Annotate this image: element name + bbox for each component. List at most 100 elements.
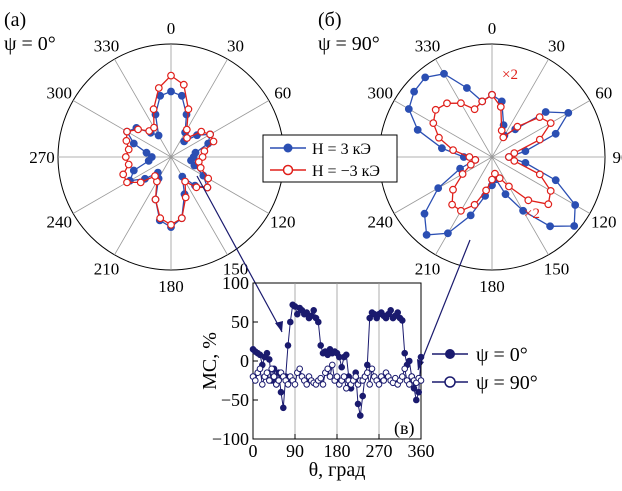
mc-point-0 bbox=[295, 311, 301, 317]
mc-point-1 bbox=[330, 362, 336, 368]
polar-point-a-1 bbox=[123, 138, 130, 145]
panel-a-label: (a) bbox=[4, 9, 26, 31]
mc-point-1 bbox=[369, 366, 375, 372]
polar-point-b-1 bbox=[471, 202, 478, 209]
mult-bottom-annotation: ×2 bbox=[524, 206, 540, 222]
mc-ytick-label: 100 bbox=[222, 273, 249, 293]
mc-point-0 bbox=[360, 393, 366, 399]
polar-point-b-1 bbox=[471, 106, 478, 113]
mc-point-0 bbox=[316, 319, 322, 325]
polar-point-b-0 bbox=[571, 223, 578, 230]
mc-legend-marker-psi90 bbox=[445, 377, 455, 387]
mc-point-0 bbox=[365, 362, 371, 368]
polar-point-b-1 bbox=[430, 120, 437, 127]
mc-point-1 bbox=[285, 382, 291, 388]
polar-point-a-0 bbox=[131, 167, 138, 174]
polar-point-a-1 bbox=[184, 135, 191, 142]
polar-point-b-0 bbox=[542, 109, 549, 116]
mc-point-1 bbox=[297, 366, 303, 372]
polar-point-b-1 bbox=[432, 107, 439, 114]
polar-point-a-1 bbox=[152, 173, 159, 180]
mc-point-0 bbox=[267, 357, 273, 363]
legend-marker-h-pos bbox=[284, 144, 293, 153]
connector-arrow-a bbox=[197, 176, 282, 332]
mc-ytick-label: −100 bbox=[212, 429, 249, 449]
polar-angle-label-b: 0 bbox=[488, 19, 497, 38]
polar-point-a-1 bbox=[156, 85, 163, 92]
mc-point-0 bbox=[264, 350, 270, 356]
polar-angle-label-a: 240 bbox=[47, 213, 73, 232]
polar-angle-label-a: 270 bbox=[29, 148, 55, 167]
mc-point-0 bbox=[281, 405, 287, 411]
mc-point-1 bbox=[271, 374, 277, 380]
polar-point-a-1 bbox=[135, 126, 142, 133]
polar-point-b-1 bbox=[498, 104, 505, 111]
mc-point-1 bbox=[253, 378, 259, 384]
polar-point-b-1 bbox=[506, 183, 513, 190]
polar-angle-label-a: 0 bbox=[167, 19, 176, 38]
polar-point-a-1 bbox=[157, 215, 164, 222]
polar-point-b-0 bbox=[422, 74, 429, 81]
polar-point-b-1 bbox=[479, 98, 486, 105]
polar-angle-label-b: 150 bbox=[544, 260, 570, 279]
polar-angle-label-a: 330 bbox=[94, 36, 120, 55]
panel-c-label: (в) bbox=[394, 418, 415, 439]
polar-point-a-1 bbox=[123, 154, 130, 161]
polar-point-a-1 bbox=[152, 196, 159, 203]
mc-point-0 bbox=[285, 343, 291, 349]
mc-point-1 bbox=[376, 382, 382, 388]
mc-ytick-label: −50 bbox=[221, 390, 249, 410]
polar-point-b-0 bbox=[414, 127, 421, 134]
connector-arrowhead-a bbox=[275, 321, 283, 332]
polar-legend: H = 3 кЭ H = −3 кЭ bbox=[263, 135, 397, 182]
polar-point-b-0 bbox=[572, 202, 579, 209]
legend-label-h-pos: H = 3 кЭ bbox=[312, 141, 371, 158]
polar-point-a-1 bbox=[125, 146, 132, 153]
polar-point-a-1 bbox=[198, 128, 205, 135]
polar-point-a-1 bbox=[184, 126, 191, 133]
mc-point-1 bbox=[264, 370, 270, 376]
mc-point-0 bbox=[318, 343, 324, 349]
polar-point-b-0 bbox=[467, 212, 474, 219]
polar-point-a-1 bbox=[207, 131, 214, 138]
polar-angle-label-b: 330 bbox=[415, 36, 441, 55]
polar-point-b-1 bbox=[514, 123, 521, 130]
polar-angle-label-b: 30 bbox=[548, 36, 565, 55]
mc-point-1 bbox=[400, 374, 406, 380]
polar-point-b-1 bbox=[547, 188, 554, 195]
polar-point-b-1 bbox=[450, 186, 457, 193]
polar-point-b-0 bbox=[547, 223, 554, 230]
mc-point-1 bbox=[327, 374, 333, 380]
polar-point-a-0 bbox=[131, 140, 138, 147]
polar-point-b-1 bbox=[436, 134, 443, 141]
polar-angle-label-a: 30 bbox=[227, 36, 244, 55]
polar-point-a-1 bbox=[182, 178, 189, 185]
polar-point-b-0 bbox=[552, 177, 559, 184]
mc-ylabel: MC, % bbox=[199, 332, 221, 390]
polar-point-b-0 bbox=[445, 230, 452, 237]
polar-point-a-1 bbox=[181, 81, 188, 88]
polar-point-b-1 bbox=[500, 134, 507, 141]
polar-point-a-1 bbox=[182, 194, 189, 201]
polar-point-a-1 bbox=[210, 138, 217, 145]
mc-point-0 bbox=[278, 389, 284, 395]
polar-angle-label-b: 300 bbox=[368, 84, 394, 103]
legend-marker-h-neg bbox=[284, 166, 293, 175]
mc-point-1 bbox=[267, 378, 273, 384]
polar-point-b-0 bbox=[423, 232, 430, 239]
legend-label-h-neg: H = −3 кЭ bbox=[312, 163, 380, 180]
mc-point-1 bbox=[341, 374, 347, 380]
polar-point-a-1 bbox=[179, 215, 186, 222]
polar-point-a-1 bbox=[168, 72, 175, 79]
mc-xtick-label: 180 bbox=[324, 441, 351, 461]
polar-angle-label-b: 90 bbox=[613, 148, 622, 167]
mc-point-1 bbox=[320, 382, 326, 388]
mc-point-1 bbox=[292, 382, 298, 388]
polar-point-b-0 bbox=[552, 131, 559, 138]
polar-radial-line-a bbox=[171, 59, 228, 157]
mc-legend-label-psi90: ψ = 90° bbox=[476, 372, 538, 394]
polar-point-a-0 bbox=[143, 149, 150, 156]
mc-xtick-label: 90 bbox=[286, 441, 304, 461]
polar-point-a-1 bbox=[151, 124, 158, 131]
